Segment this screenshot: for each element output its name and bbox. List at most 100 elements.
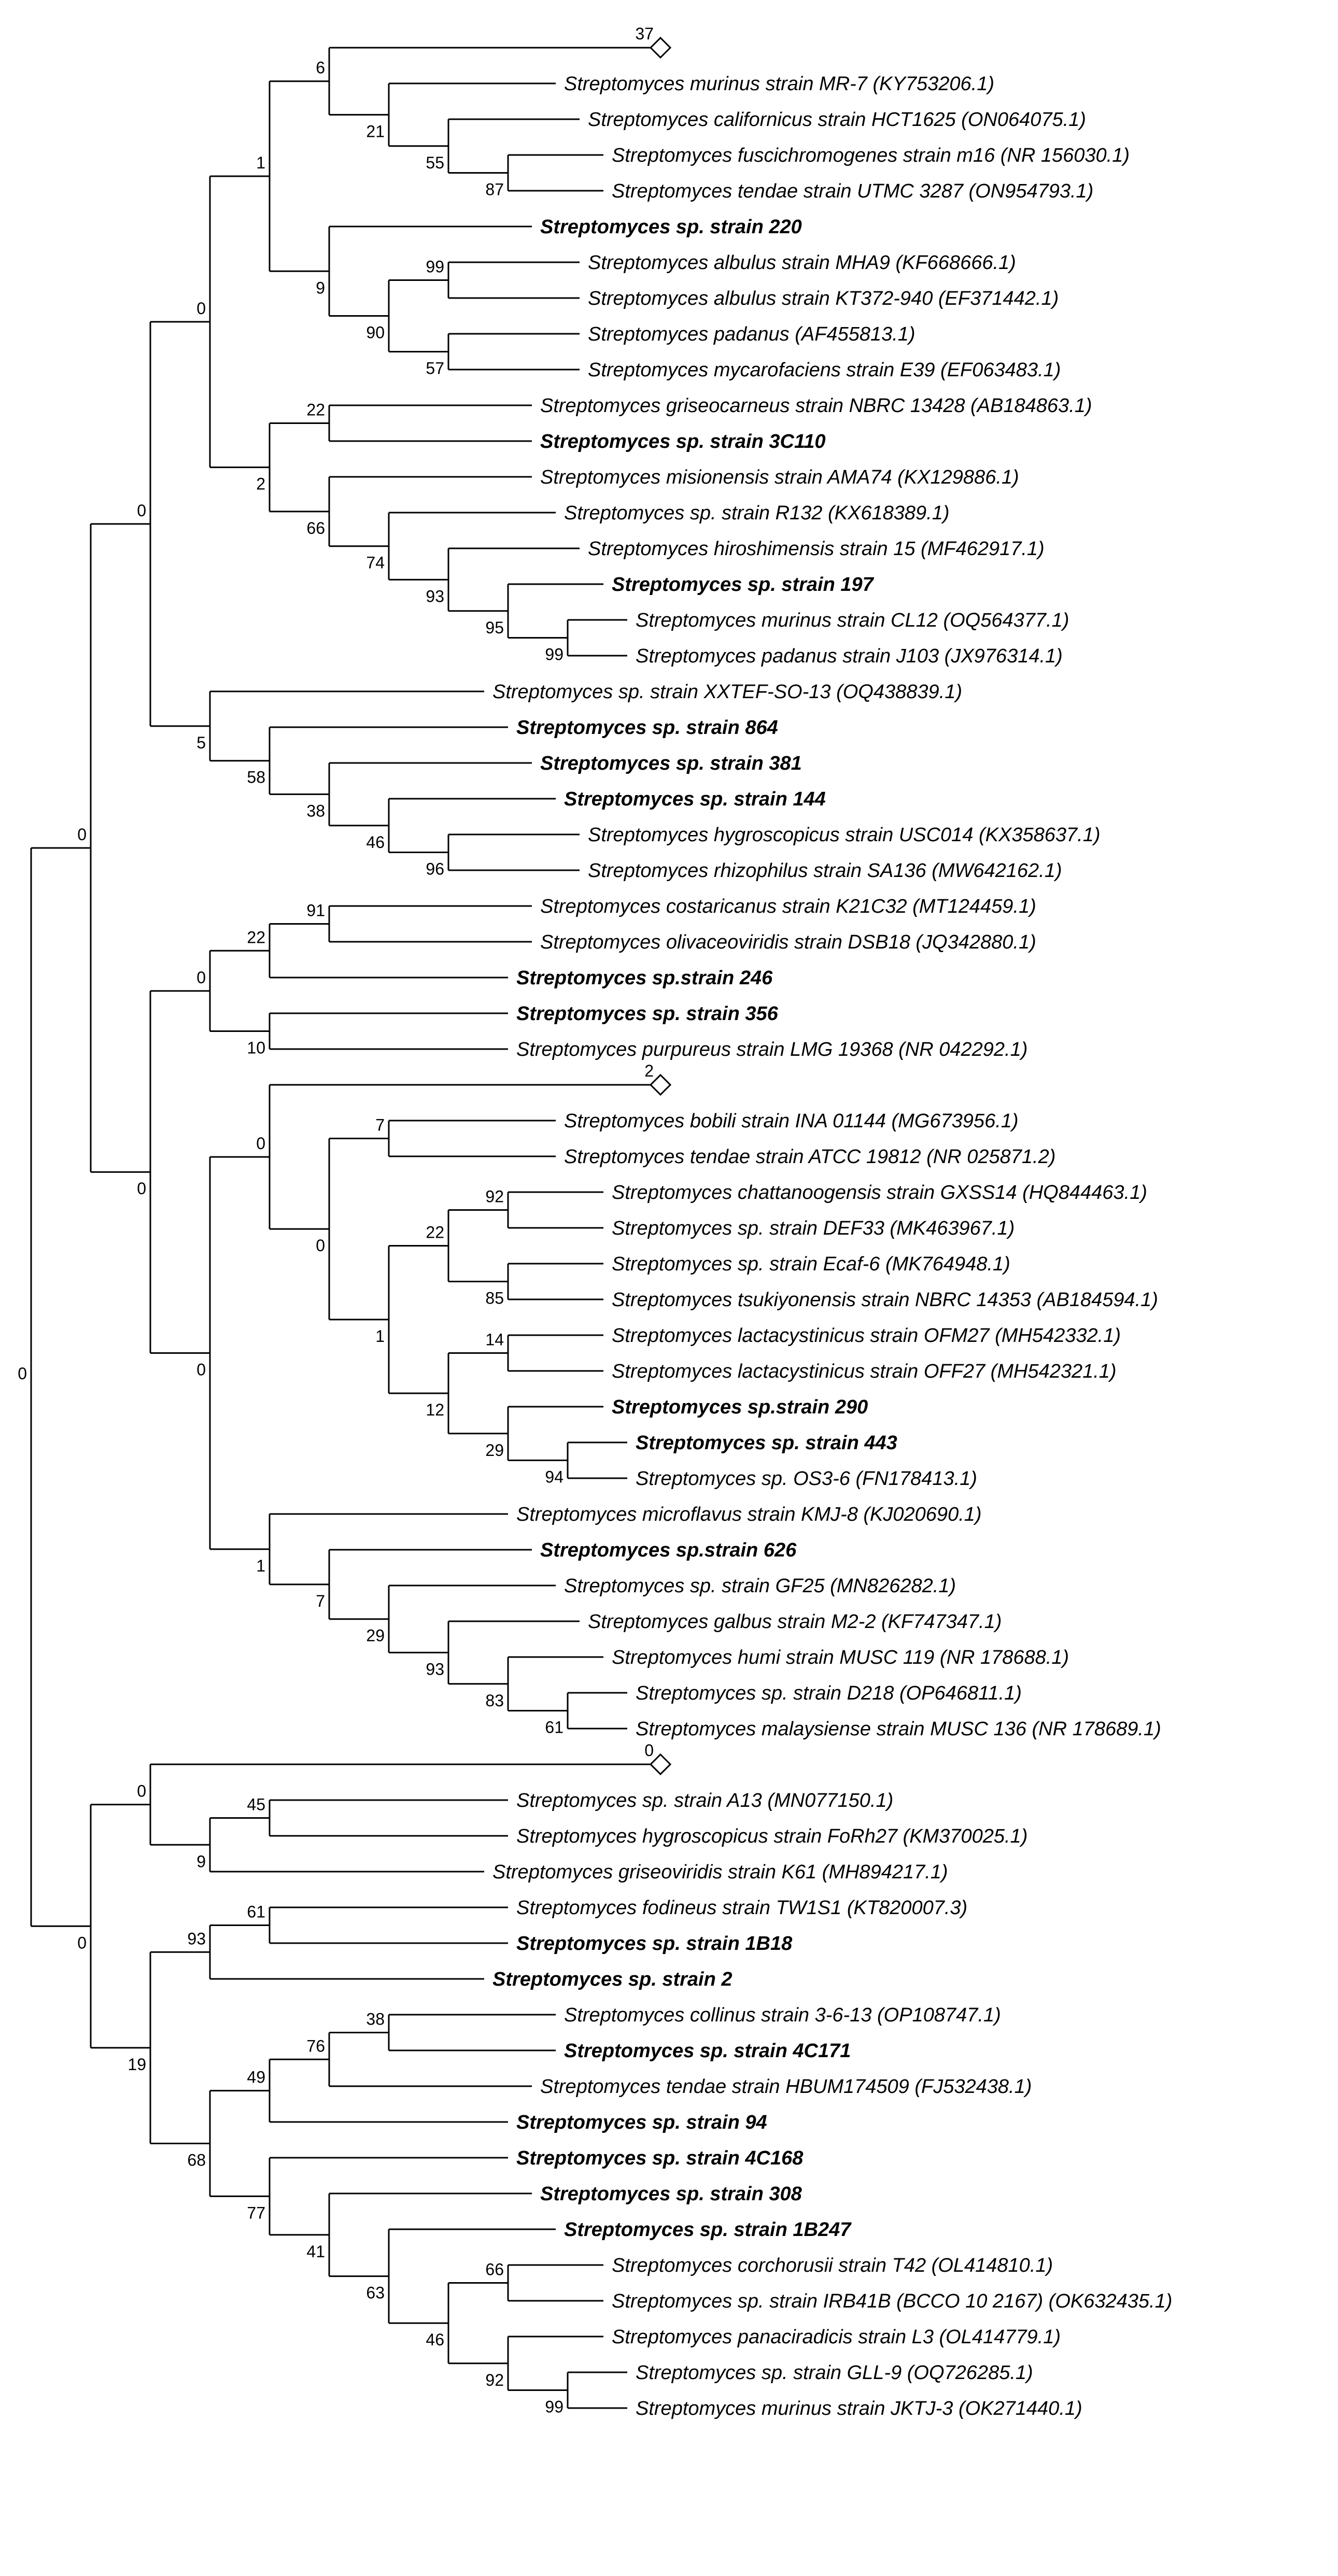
- bootstrap-value: 9: [196, 1852, 206, 1871]
- taxon-label: Streptomyces sp. strain D218 (OP646811.1…: [636, 1682, 1022, 1704]
- taxon-label: Streptomyces sp. OS3-6 (FN178413.1): [636, 1468, 977, 1490]
- bootstrap-value: 1: [256, 153, 265, 172]
- taxon-label: Streptomyces sp. strain XXTEF-SO-13 (OQ4…: [492, 681, 962, 703]
- bootstrap-value: 99: [545, 2398, 564, 2416]
- taxon-label: Streptomyces panaciradicis strain L3 (OL…: [612, 2326, 1061, 2348]
- taxon-label-isolate: Streptomyces sp. strain 443: [636, 1432, 897, 1454]
- bootstrap-value: 0: [77, 1933, 87, 1952]
- bootstrap-value: 14: [485, 1331, 504, 1349]
- bootstrap-value: 19: [128, 2055, 146, 2074]
- bootstrap-value: 66: [485, 2260, 504, 2279]
- taxon-label: Streptomyces bobili strain INA 01144 (MG…: [564, 1110, 1019, 1132]
- bootstrap-value: 76: [306, 2036, 325, 2055]
- bootstrap-value: 74: [366, 554, 385, 572]
- bootstrap-value: 2: [256, 475, 265, 493]
- taxon-label: Streptomyces albulus strain MHA9 (KF6686…: [588, 252, 1016, 274]
- bootstrap-value: 46: [366, 833, 385, 852]
- taxon-label: Streptomyces fuscichromogenes strain m16…: [612, 145, 1130, 166]
- taxon-label-isolate: Streptomyces sp. strain 197: [612, 574, 875, 596]
- diamond-node-icon: [649, 36, 672, 59]
- bootstrap-value: 45: [247, 1795, 265, 1814]
- bootstrap-value: 0: [196, 1361, 206, 1379]
- taxon-label: Streptomyces padanus (AF455813.1): [588, 323, 916, 345]
- taxon-label: Streptomyces albulus strain KT372-940 (E…: [588, 288, 1059, 309]
- bootstrap-value: 49: [247, 2068, 265, 2087]
- taxon-label: Streptomyces malaysiense strain MUSC 136…: [636, 1718, 1161, 1740]
- bootstrap-value: 7: [316, 1592, 325, 1610]
- bootstrap-value: 1: [256, 1556, 265, 1575]
- bootstrap-value: 1: [375, 1327, 385, 1346]
- bootstrap-value: 38: [306, 801, 325, 820]
- taxon-label: Streptomyces collinus strain 3-6-13 (OP1…: [564, 2004, 1001, 2026]
- bootstrap-value: 63: [366, 2284, 385, 2302]
- taxon-label-isolate: Streptomyces sp. strain 308: [540, 2183, 802, 2205]
- taxon-label-isolate: Streptomyces sp. strain 4C171: [564, 2040, 851, 2062]
- bootstrap-value: 0: [18, 1364, 27, 1383]
- bootstrap-value: 46: [426, 2330, 444, 2349]
- taxon-label: Streptomyces olivaceoviridis strain DSB1…: [540, 931, 1036, 953]
- bootstrap-value: 0: [196, 968, 206, 987]
- taxon-label: Streptomyces sp. strain IRB41B (BCCO 10 …: [612, 2290, 1172, 2312]
- bootstrap-value: 93: [426, 587, 444, 605]
- taxon-label: Streptomyces griseoviridis strain K61 (M…: [492, 1861, 948, 1883]
- bootstrap-value: 12: [426, 1400, 444, 1419]
- taxon-label-isolate: Streptomyces sp. strain 3C110: [540, 431, 826, 452]
- taxon-label: Streptomyces sp. strain DEF33 (MK463967.…: [612, 1218, 1015, 1239]
- bootstrap-value: 29: [485, 1441, 504, 1460]
- taxon-label: Streptomyces murinus strain JKTJ-3 (OK27…: [636, 2398, 1082, 2419]
- taxon-label: Streptomyces padanus strain J103 (JX9763…: [636, 645, 1063, 667]
- taxon-label: Streptomyces californicus strain HCT1625…: [588, 109, 1086, 131]
- taxon-label: Streptomyces tsukiyonensis strain NBRC 1…: [612, 1289, 1158, 1311]
- bootstrap-value: 0: [316, 1236, 325, 1255]
- bootstrap-value: 55: [426, 153, 444, 172]
- bootstrap-value: 22: [247, 928, 265, 946]
- diamond-node-icon: [649, 1753, 672, 1776]
- bootstrap-value: 99: [545, 645, 564, 664]
- taxon-label: Streptomyces sp. strain R132 (KX618389.1…: [564, 502, 950, 524]
- bootstrap-value: 95: [485, 618, 504, 637]
- bootstrap-value: 93: [426, 1660, 444, 1678]
- bootstrap-value: 21: [366, 122, 385, 140]
- bootstrap-value: 37: [635, 24, 654, 43]
- taxon-label: Streptomyces corchorusii strain T42 (OL4…: [612, 2255, 1053, 2276]
- taxon-label-isolate: Streptomyces sp. strain 356: [516, 1003, 779, 1025]
- taxon-label-isolate: Streptomyces sp. strain 220: [540, 216, 802, 238]
- taxon-label-isolate: Streptomyces sp. strain 381: [540, 753, 802, 774]
- taxon-label: Streptomyces lactacystinicus strain OFF2…: [612, 1361, 1117, 1382]
- bootstrap-value: 92: [485, 2371, 504, 2389]
- bootstrap-value: 92: [485, 1187, 504, 1206]
- bootstrap-value: 7: [375, 1116, 385, 1135]
- taxon-label-isolate: Streptomyces sp.strain 290: [612, 1396, 868, 1418]
- taxon-label: Streptomyces murinus strain MR-7 (KY7532…: [564, 73, 994, 95]
- bootstrap-value: 68: [187, 2151, 206, 2170]
- taxon-label: Streptomyces tendae strain ATCC 19812 (N…: [564, 1146, 1055, 1168]
- taxon-label: Streptomyces lactacystinicus strain OFM2…: [612, 1325, 1121, 1347]
- taxon-label-isolate: Streptomyces sp.strain 626: [540, 1539, 797, 1561]
- bootstrap-value: 66: [306, 519, 325, 537]
- taxon-label-isolate: Streptomyces sp.strain 246: [516, 967, 773, 989]
- bootstrap-value: 57: [426, 359, 444, 378]
- diamond-node-icon: [649, 1073, 672, 1096]
- taxon-label: Streptomyces costaricanus strain K21C32 …: [540, 896, 1036, 917]
- taxon-label: Streptomyces sp. strain GLL-9 (OQ726285.…: [636, 2362, 1033, 2384]
- taxon-label-isolate: Streptomyces sp. strain 4C168: [516, 2147, 804, 2169]
- bootstrap-value: 22: [306, 401, 325, 419]
- taxon-label-isolate: Streptomyces sp. strain 144: [564, 788, 826, 810]
- taxon-label: Streptomyces hiroshimensis strain 15 (MF…: [588, 538, 1045, 560]
- bootstrap-value: 0: [137, 1179, 146, 1198]
- taxon-label: Streptomyces sp. strain Ecaf-6 (MK764948…: [612, 1253, 1010, 1275]
- taxon-label: Streptomyces sp. strain GF25 (MN826282.1…: [564, 1575, 956, 1597]
- taxon-label-isolate: Streptomyces sp. strain 1B18: [516, 1933, 793, 1955]
- taxon-label: Streptomyces chattanoogensis strain GXSS…: [612, 1182, 1147, 1204]
- taxon-label: Streptomyces misionensis strain AMA74 (K…: [540, 466, 1019, 488]
- bootstrap-value: 38: [366, 2010, 385, 2029]
- bootstrap-value: 0: [77, 825, 87, 844]
- bootstrap-value: 99: [426, 258, 444, 276]
- bootstrap-value: 94: [545, 1468, 564, 1487]
- taxon-label: Streptomyces sp. strain A13 (MN077150.1): [516, 1790, 893, 1811]
- bootstrap-value: 6: [316, 59, 325, 77]
- taxon-label: Streptomyces microflavus strain KMJ-8 (K…: [516, 1504, 982, 1525]
- taxon-label: Streptomyces humi strain MUSC 119 (NR 17…: [612, 1647, 1069, 1668]
- bootstrap-value: 61: [545, 1718, 564, 1737]
